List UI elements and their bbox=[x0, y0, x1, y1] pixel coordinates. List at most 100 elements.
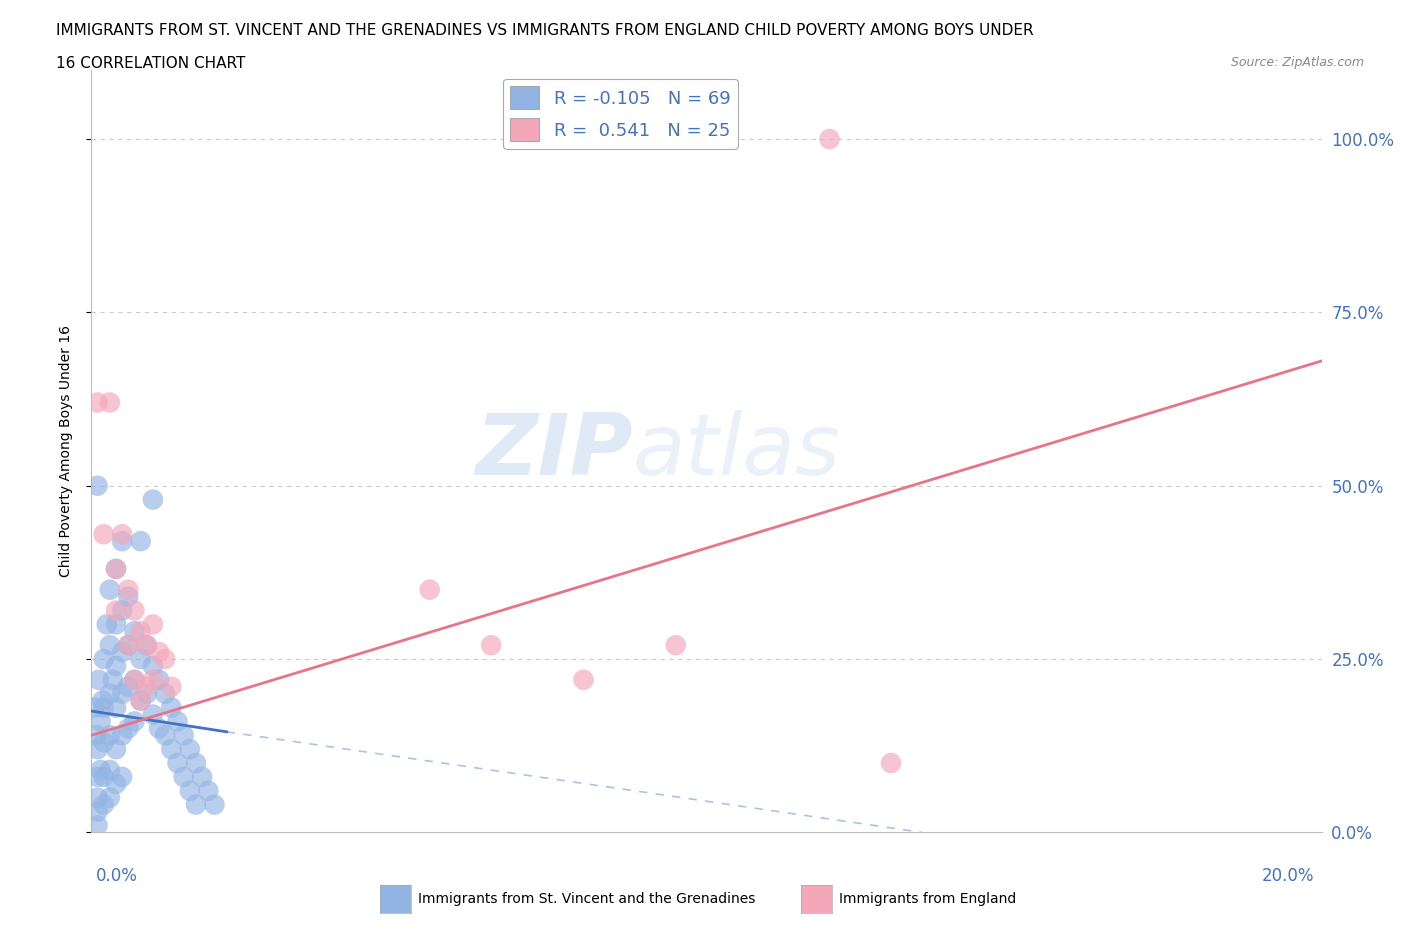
Text: Immigrants from England: Immigrants from England bbox=[839, 892, 1017, 907]
Point bbox=[111, 644, 134, 659]
Point bbox=[86, 478, 108, 493]
Point bbox=[93, 700, 115, 715]
Point bbox=[179, 742, 201, 757]
Point bbox=[135, 679, 157, 694]
Point bbox=[105, 603, 127, 618]
Point bbox=[148, 721, 170, 736]
Point bbox=[153, 652, 177, 667]
Point bbox=[153, 728, 177, 743]
Point bbox=[105, 742, 127, 757]
Point bbox=[93, 797, 115, 812]
Point bbox=[665, 638, 688, 653]
Point bbox=[117, 679, 139, 694]
Point bbox=[86, 790, 108, 805]
Point bbox=[98, 395, 121, 410]
Point bbox=[153, 686, 177, 701]
Point bbox=[129, 624, 152, 639]
Point bbox=[135, 638, 157, 653]
Point bbox=[124, 603, 146, 618]
Point bbox=[96, 617, 118, 631]
Point bbox=[86, 742, 108, 757]
Text: atlas: atlas bbox=[633, 409, 841, 493]
Point bbox=[179, 783, 201, 798]
Point bbox=[142, 617, 165, 631]
Point bbox=[142, 492, 165, 507]
Point bbox=[90, 714, 112, 729]
Point bbox=[98, 728, 121, 743]
Text: 16 CORRELATION CHART: 16 CORRELATION CHART bbox=[56, 56, 246, 71]
Point bbox=[818, 132, 841, 147]
Point bbox=[90, 763, 112, 777]
Point bbox=[202, 797, 225, 812]
Point bbox=[111, 534, 134, 549]
Point bbox=[117, 582, 139, 597]
Text: Immigrants from St. Vincent and the Grenadines: Immigrants from St. Vincent and the Gren… bbox=[418, 892, 755, 907]
Legend: R = -0.105   N = 69, R =  0.541   N = 25: R = -0.105 N = 69, R = 0.541 N = 25 bbox=[503, 79, 738, 149]
Point bbox=[166, 714, 188, 729]
Point bbox=[160, 700, 183, 715]
Point bbox=[142, 707, 165, 722]
Point bbox=[148, 644, 170, 659]
Point bbox=[98, 582, 121, 597]
Point bbox=[184, 797, 207, 812]
Point bbox=[135, 638, 157, 653]
Point bbox=[124, 672, 146, 687]
Point bbox=[129, 652, 152, 667]
Point bbox=[93, 769, 115, 784]
Point bbox=[87, 672, 110, 687]
Point bbox=[91, 693, 114, 708]
Text: ZIP: ZIP bbox=[475, 409, 633, 493]
Text: 0.0%: 0.0% bbox=[96, 867, 138, 884]
Point bbox=[86, 818, 108, 833]
Text: 20.0%: 20.0% bbox=[1263, 867, 1315, 884]
Point bbox=[111, 686, 134, 701]
Point bbox=[98, 638, 121, 653]
Point bbox=[105, 658, 127, 673]
Point bbox=[86, 395, 108, 410]
Point bbox=[83, 700, 105, 715]
Point bbox=[880, 755, 903, 770]
Point bbox=[135, 686, 157, 701]
Point bbox=[86, 728, 108, 743]
Point bbox=[117, 638, 139, 653]
Point bbox=[160, 742, 183, 757]
Point bbox=[124, 624, 146, 639]
Point bbox=[142, 672, 165, 687]
Point bbox=[93, 652, 115, 667]
Point bbox=[129, 693, 152, 708]
Point bbox=[111, 603, 134, 618]
Point bbox=[105, 777, 127, 791]
Point bbox=[419, 582, 441, 597]
Point bbox=[173, 769, 195, 784]
Point bbox=[86, 804, 108, 819]
Point bbox=[105, 617, 127, 631]
Point bbox=[117, 721, 139, 736]
Point bbox=[111, 526, 134, 541]
Text: Source: ZipAtlas.com: Source: ZipAtlas.com bbox=[1230, 56, 1364, 69]
Text: IMMIGRANTS FROM ST. VINCENT AND THE GRENADINES VS IMMIGRANTS FROM ENGLAND CHILD : IMMIGRANTS FROM ST. VINCENT AND THE GREN… bbox=[56, 23, 1033, 38]
Point bbox=[98, 686, 121, 701]
Point bbox=[142, 658, 165, 673]
Point bbox=[184, 755, 207, 770]
Point bbox=[191, 769, 214, 784]
Point bbox=[105, 700, 127, 715]
Y-axis label: Child Poverty Among Boys Under 16: Child Poverty Among Boys Under 16 bbox=[59, 326, 73, 577]
Point bbox=[105, 562, 127, 577]
Point bbox=[129, 693, 152, 708]
Point bbox=[93, 526, 115, 541]
Point bbox=[111, 769, 134, 784]
Point bbox=[105, 562, 127, 577]
Point bbox=[101, 672, 124, 687]
Point bbox=[160, 679, 183, 694]
Point bbox=[98, 790, 121, 805]
Point bbox=[117, 590, 139, 604]
Point bbox=[166, 755, 188, 770]
Point bbox=[124, 672, 146, 687]
Point bbox=[111, 728, 134, 743]
Point bbox=[197, 783, 219, 798]
Point bbox=[572, 672, 595, 687]
Point bbox=[98, 763, 121, 777]
Point bbox=[129, 534, 152, 549]
Point bbox=[479, 638, 502, 653]
Point bbox=[173, 728, 195, 743]
